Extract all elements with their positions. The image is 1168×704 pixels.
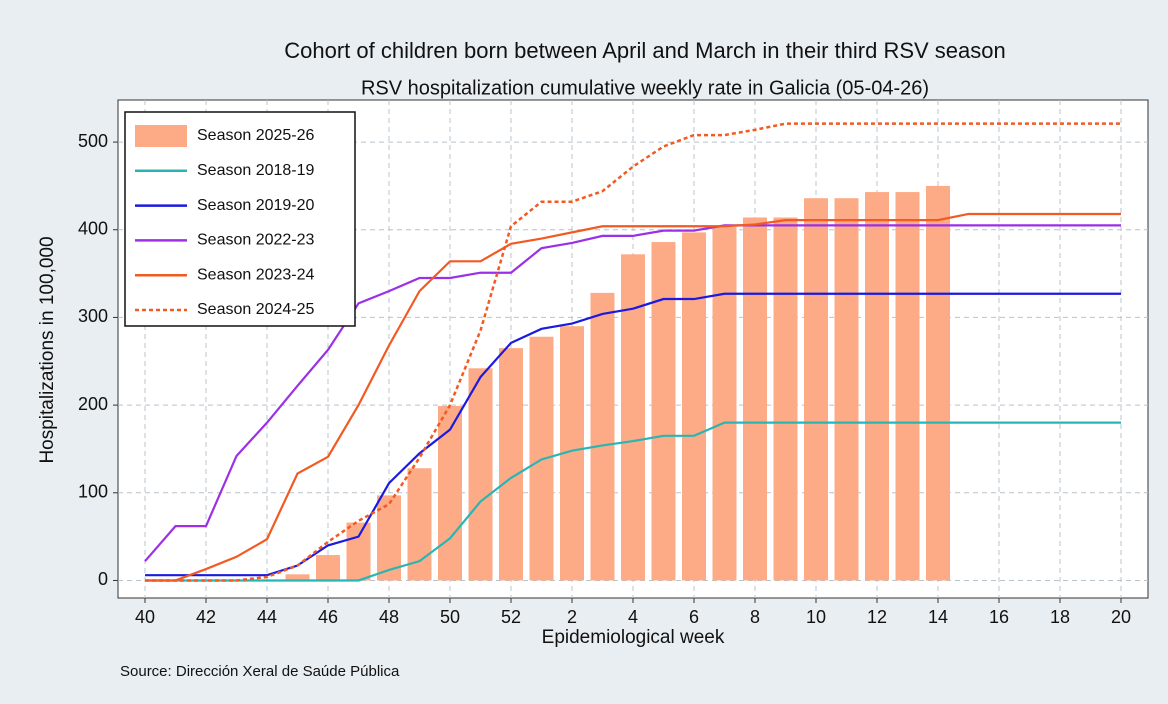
y-tick-label: 400 bbox=[78, 219, 108, 239]
x-tick-label: 2 bbox=[567, 607, 577, 627]
bar bbox=[438, 405, 462, 581]
x-tick-label: 20 bbox=[1111, 607, 1131, 627]
bar bbox=[712, 227, 737, 581]
legend-swatch bbox=[135, 125, 187, 147]
x-tick-label: 42 bbox=[196, 607, 216, 627]
x-tick-label: 6 bbox=[689, 607, 699, 627]
legend-label: Season 2023-24 bbox=[197, 266, 315, 283]
bar bbox=[621, 254, 645, 581]
line bbox=[144, 224, 1121, 562]
x-tick-label: 18 bbox=[1050, 607, 1070, 627]
line bbox=[145, 122, 1121, 582]
x-tick-label: 16 bbox=[989, 607, 1009, 627]
x-tick-label: 44 bbox=[257, 607, 277, 627]
y-tick-label: 100 bbox=[78, 482, 108, 502]
bar bbox=[285, 574, 310, 581]
legend-label: Season 2024-25 bbox=[197, 301, 315, 318]
bar bbox=[590, 292, 615, 581]
legend-box bbox=[124, 111, 356, 327]
bar bbox=[804, 198, 828, 581]
x-tick-label: 40 bbox=[135, 607, 155, 627]
y-axis-label: Hospitalizations in 100,000 bbox=[37, 236, 58, 463]
bar bbox=[468, 368, 493, 581]
bar bbox=[316, 555, 340, 581]
bar bbox=[682, 232, 706, 581]
bar bbox=[346, 522, 371, 581]
bar bbox=[743, 217, 767, 581]
x-tick-label: 46 bbox=[318, 607, 338, 627]
bar bbox=[499, 348, 523, 581]
y-tick-label: 300 bbox=[78, 306, 108, 326]
bar bbox=[773, 217, 798, 581]
legend-label: Season 2019-20 bbox=[197, 197, 315, 214]
source-note: Source: Dirección Xeral de Saúde Pública bbox=[120, 663, 400, 680]
bar bbox=[926, 185, 950, 581]
line bbox=[145, 292, 1121, 577]
x-tick-label: 10 bbox=[806, 607, 826, 627]
y-tick-label: 200 bbox=[78, 394, 108, 414]
bar bbox=[895, 192, 920, 581]
legend-label: Season 2022-23 bbox=[197, 232, 315, 249]
x-tick-label: 48 bbox=[379, 607, 399, 627]
x-tick-label: 50 bbox=[440, 607, 460, 627]
bar bbox=[651, 242, 676, 581]
bar bbox=[834, 198, 859, 581]
line bbox=[145, 421, 1121, 582]
line bbox=[145, 212, 1121, 582]
y-tick-label: 0 bbox=[98, 569, 108, 589]
bar bbox=[865, 192, 889, 581]
x-tick-label: 8 bbox=[750, 607, 760, 627]
legend-label: Season 2018-19 bbox=[197, 162, 315, 179]
chart-title: Cohort of children born between April an… bbox=[284, 38, 1006, 63]
x-tick-label: 4 bbox=[628, 607, 638, 627]
y-tick-label: 500 bbox=[78, 131, 108, 151]
x-axis-label: Epidemiological week bbox=[542, 627, 725, 648]
chart-subtitle: RSV hospitalization cumulative weekly ra… bbox=[361, 77, 929, 99]
x-tick-label: 52 bbox=[501, 607, 521, 627]
x-tick-label: 14 bbox=[928, 607, 948, 627]
x-tick-label: 12 bbox=[867, 607, 887, 627]
legend-label: Season 2025-26 bbox=[197, 127, 315, 144]
